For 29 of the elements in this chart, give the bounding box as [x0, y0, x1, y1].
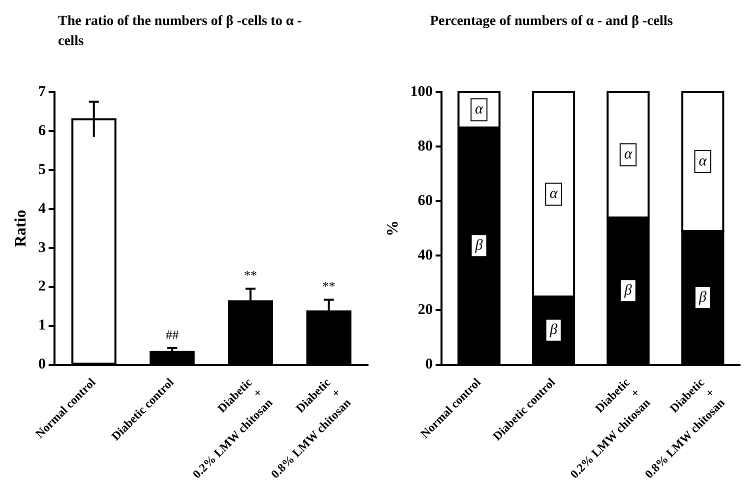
y-tick-label: 1 [38, 318, 46, 334]
y-tick-label: 40 [418, 248, 433, 264]
y-tick-label: 3 [38, 240, 46, 256]
y-tick-label: 4 [38, 200, 46, 217]
y-tick-label: 80 [418, 138, 433, 154]
y-tick-label: 60 [418, 192, 433, 209]
y-tick-label: 100 [410, 84, 433, 100]
chart-title: Percentage of numbers of α - and β -cells [429, 13, 674, 31]
y-tick-label: 20 [418, 302, 433, 318]
text: α [624, 146, 632, 163]
y-tick-label: 6 [38, 122, 46, 139]
series-label: α [475, 102, 484, 118]
y-tick-label: 0 [425, 356, 433, 373]
y-tick-label: 0 [38, 356, 46, 373]
text: β [624, 282, 632, 299]
y-tick-label: 5 [38, 162, 46, 178]
annotation: ** [322, 278, 336, 294]
annotation: ## [166, 326, 180, 342]
y-axis-title: % [384, 220, 402, 236]
text: β [550, 322, 558, 338]
text: β [698, 289, 706, 306]
y-tick-label: 7 [38, 84, 46, 100]
annotation: ** [244, 268, 258, 283]
series-label: β [474, 238, 484, 254]
text: α [698, 154, 707, 170]
chart-title: The ratio of the numbers of β -cells to α -cells [57, 13, 303, 51]
y-tick-label: 2 [38, 278, 46, 295]
y-axis-title: Ratio [12, 210, 30, 248]
text: α [550, 186, 558, 202]
